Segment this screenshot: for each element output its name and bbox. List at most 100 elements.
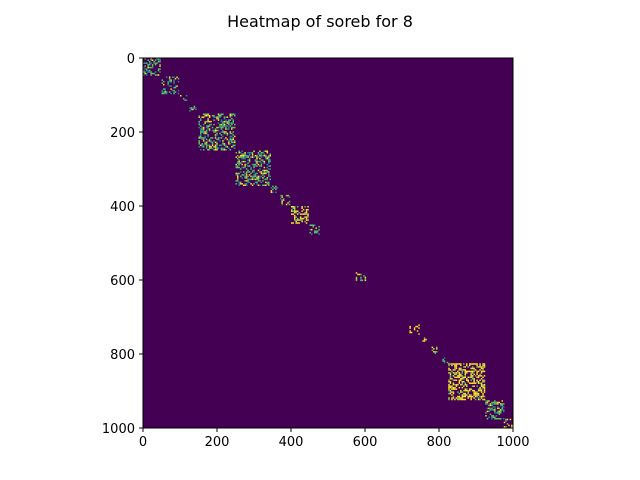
heatmap-cell xyxy=(457,383,459,386)
heatmap-cell xyxy=(180,95,182,97)
heatmap-cell xyxy=(173,79,175,81)
y-tick-label: 1000 xyxy=(102,422,135,437)
heatmap-cell xyxy=(436,348,438,350)
heatmap-cell xyxy=(216,117,218,120)
heatmap-cell xyxy=(451,398,453,401)
heatmap-cell xyxy=(245,154,248,157)
heatmap-cell xyxy=(482,395,484,398)
heatmap-cell xyxy=(473,394,475,396)
heatmap-cell xyxy=(281,196,283,198)
heatmap-cell xyxy=(202,129,205,132)
heatmap-cell xyxy=(460,398,462,401)
heatmap-cell xyxy=(170,79,172,81)
heatmap-cell xyxy=(219,114,221,117)
heatmap-cell xyxy=(497,403,499,405)
heatmap-cell xyxy=(471,376,474,379)
heatmap-cell xyxy=(467,395,469,398)
heatmap-cell xyxy=(293,217,296,220)
heatmap-cell xyxy=(199,135,202,138)
heatmap-cell xyxy=(497,406,499,408)
heatmap-cell xyxy=(292,206,294,208)
heatmap-cell xyxy=(248,174,251,176)
heatmap-cell xyxy=(208,138,211,141)
heatmap-cell xyxy=(263,150,266,152)
heatmap-cell xyxy=(168,80,171,83)
heatmap-cell xyxy=(455,373,458,376)
heatmap-cell xyxy=(192,108,194,111)
heatmap-cell xyxy=(236,177,239,179)
heatmap-cell xyxy=(199,134,202,136)
heatmap-cell xyxy=(474,375,477,377)
heatmap-cell xyxy=(156,74,158,76)
heatmap-cell xyxy=(232,126,235,129)
heatmap-block-12 xyxy=(422,337,427,342)
heatmap-cell xyxy=(479,379,481,382)
heatmap-cell xyxy=(216,149,218,151)
heatmap-cell xyxy=(168,76,171,78)
heatmap-cell xyxy=(217,122,220,124)
heatmap-cell xyxy=(148,63,151,66)
heatmap-cell xyxy=(234,140,236,142)
heatmap-cell xyxy=(305,208,308,211)
heatmap-cell xyxy=(253,178,255,181)
heatmap-cell xyxy=(154,59,157,61)
heatmap-cell xyxy=(458,381,461,383)
heatmap-cell xyxy=(170,88,172,90)
heatmap-cell xyxy=(296,206,299,208)
heatmap-cell xyxy=(483,363,486,365)
heatmap-cell xyxy=(433,351,435,353)
heatmap-cell xyxy=(309,231,311,234)
heatmap-cell xyxy=(409,327,411,329)
heatmap-cell xyxy=(242,160,245,163)
heatmap-cell xyxy=(460,367,462,370)
heatmap-cell xyxy=(223,144,226,147)
heatmap-cell xyxy=(244,157,246,160)
heatmap-cell xyxy=(506,418,509,421)
heatmap-cell xyxy=(470,376,472,379)
heatmap-cell xyxy=(281,203,283,206)
heatmap-cell xyxy=(473,367,475,370)
heatmap-cell xyxy=(257,160,260,163)
heatmap-cell xyxy=(298,211,300,214)
heatmap-cell xyxy=(225,126,227,129)
heatmap-cell xyxy=(263,153,266,155)
heatmap-cell xyxy=(154,74,157,76)
heatmap-cell xyxy=(291,206,293,208)
heatmap-cell xyxy=(313,231,316,234)
heatmap-cell xyxy=(159,65,161,67)
heatmap-cell xyxy=(464,392,467,395)
heatmap-cell xyxy=(232,134,235,136)
heatmap-cell xyxy=(202,149,205,151)
heatmap-cell xyxy=(468,382,471,384)
heatmap-cell xyxy=(236,157,239,160)
heatmap-cell xyxy=(460,383,462,386)
heatmap-cell xyxy=(159,59,161,61)
heatmap-cell xyxy=(145,62,148,64)
heatmap-cell xyxy=(488,407,490,410)
heatmap-cell xyxy=(235,183,237,185)
heatmap-cell xyxy=(360,278,362,280)
heatmap-cell xyxy=(491,416,493,419)
heatmap-cell xyxy=(454,379,456,382)
heatmap-cell xyxy=(229,122,232,124)
heatmap-cell xyxy=(483,366,486,368)
heatmap-cell xyxy=(309,228,311,231)
heatmap-cell xyxy=(213,149,215,151)
heatmap-cell xyxy=(461,386,464,389)
heatmap-cell xyxy=(291,208,293,211)
heatmap-cell xyxy=(236,160,239,163)
heatmap-cell xyxy=(455,372,458,374)
heatmap-cell xyxy=(501,406,504,408)
heatmap-cell xyxy=(260,172,263,175)
heatmap-cell xyxy=(301,220,303,223)
heatmap-cell xyxy=(293,206,296,208)
heatmap-cell xyxy=(463,381,465,383)
heatmap-cell xyxy=(315,231,317,234)
heatmap-cell xyxy=(479,395,481,398)
heatmap-cell xyxy=(195,107,197,109)
heatmap-cell xyxy=(470,398,472,401)
heatmap-cell xyxy=(198,122,200,124)
heatmap-cell xyxy=(207,140,209,142)
x-tick-label: 800 xyxy=(427,435,452,450)
heatmap-cell xyxy=(143,71,145,73)
